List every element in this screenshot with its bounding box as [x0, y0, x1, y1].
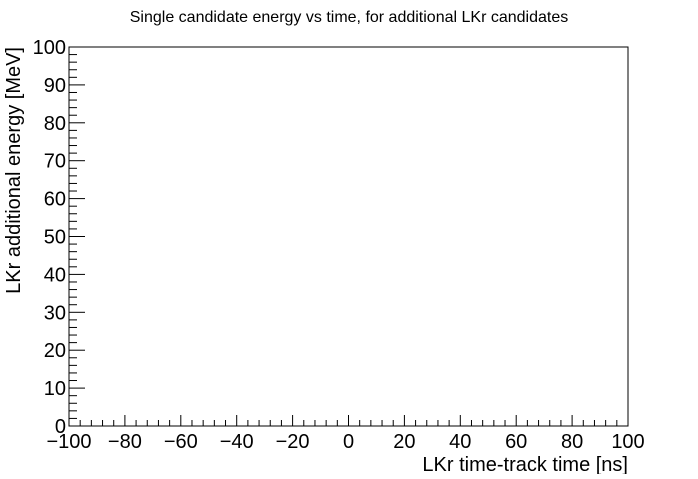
- y-axis-tick-labels: 0 10 20 30 40 50 60 70 80 90 100: [33, 37, 66, 438]
- chart-title: Single candidate energy vs time, for add…: [130, 9, 568, 26]
- y-tick-label: 60: [44, 189, 66, 211]
- y-tick-label: 50: [44, 227, 66, 249]
- y-tick-label: 20: [44, 340, 66, 362]
- x-tick-label: 40: [449, 431, 471, 453]
- x-tick-label: −80: [108, 431, 142, 453]
- x-tick-label: 0: [343, 431, 354, 453]
- x-tick-label: −40: [220, 431, 254, 453]
- y-tick-label: 100: [33, 37, 66, 59]
- x-axis-tick-labels: −100 −80 −60 −40 −20 0 20 40 60 80 100: [46, 431, 644, 453]
- y-tick-label: 40: [44, 264, 66, 286]
- x-tick-label: −60: [164, 431, 198, 453]
- plot-frame: [68, 46, 629, 427]
- x-tick-label: −100: [46, 431, 91, 453]
- x-axis-label: LKr time-track time [ns]: [422, 454, 628, 474]
- x-tick-label: −20: [276, 431, 310, 453]
- y-axis-ticks: [69, 46, 85, 427]
- y-tick-label: 30: [44, 302, 66, 324]
- x-tick-label: 100: [611, 431, 644, 453]
- x-tick-label: 20: [393, 431, 415, 453]
- y-tick-label: 70: [44, 151, 66, 173]
- x-tick-label: 80: [561, 431, 583, 453]
- y-tick-label: 90: [44, 75, 66, 97]
- y-tick-label: 0: [55, 416, 66, 438]
- x-axis-ticks: [68, 415, 629, 426]
- y-tick-label: 10: [44, 378, 66, 400]
- x-tick-label: 60: [505, 431, 527, 453]
- y-tick-label: 80: [44, 113, 66, 135]
- y-axis-label: LKr additional energy [MeV]: [3, 47, 25, 294]
